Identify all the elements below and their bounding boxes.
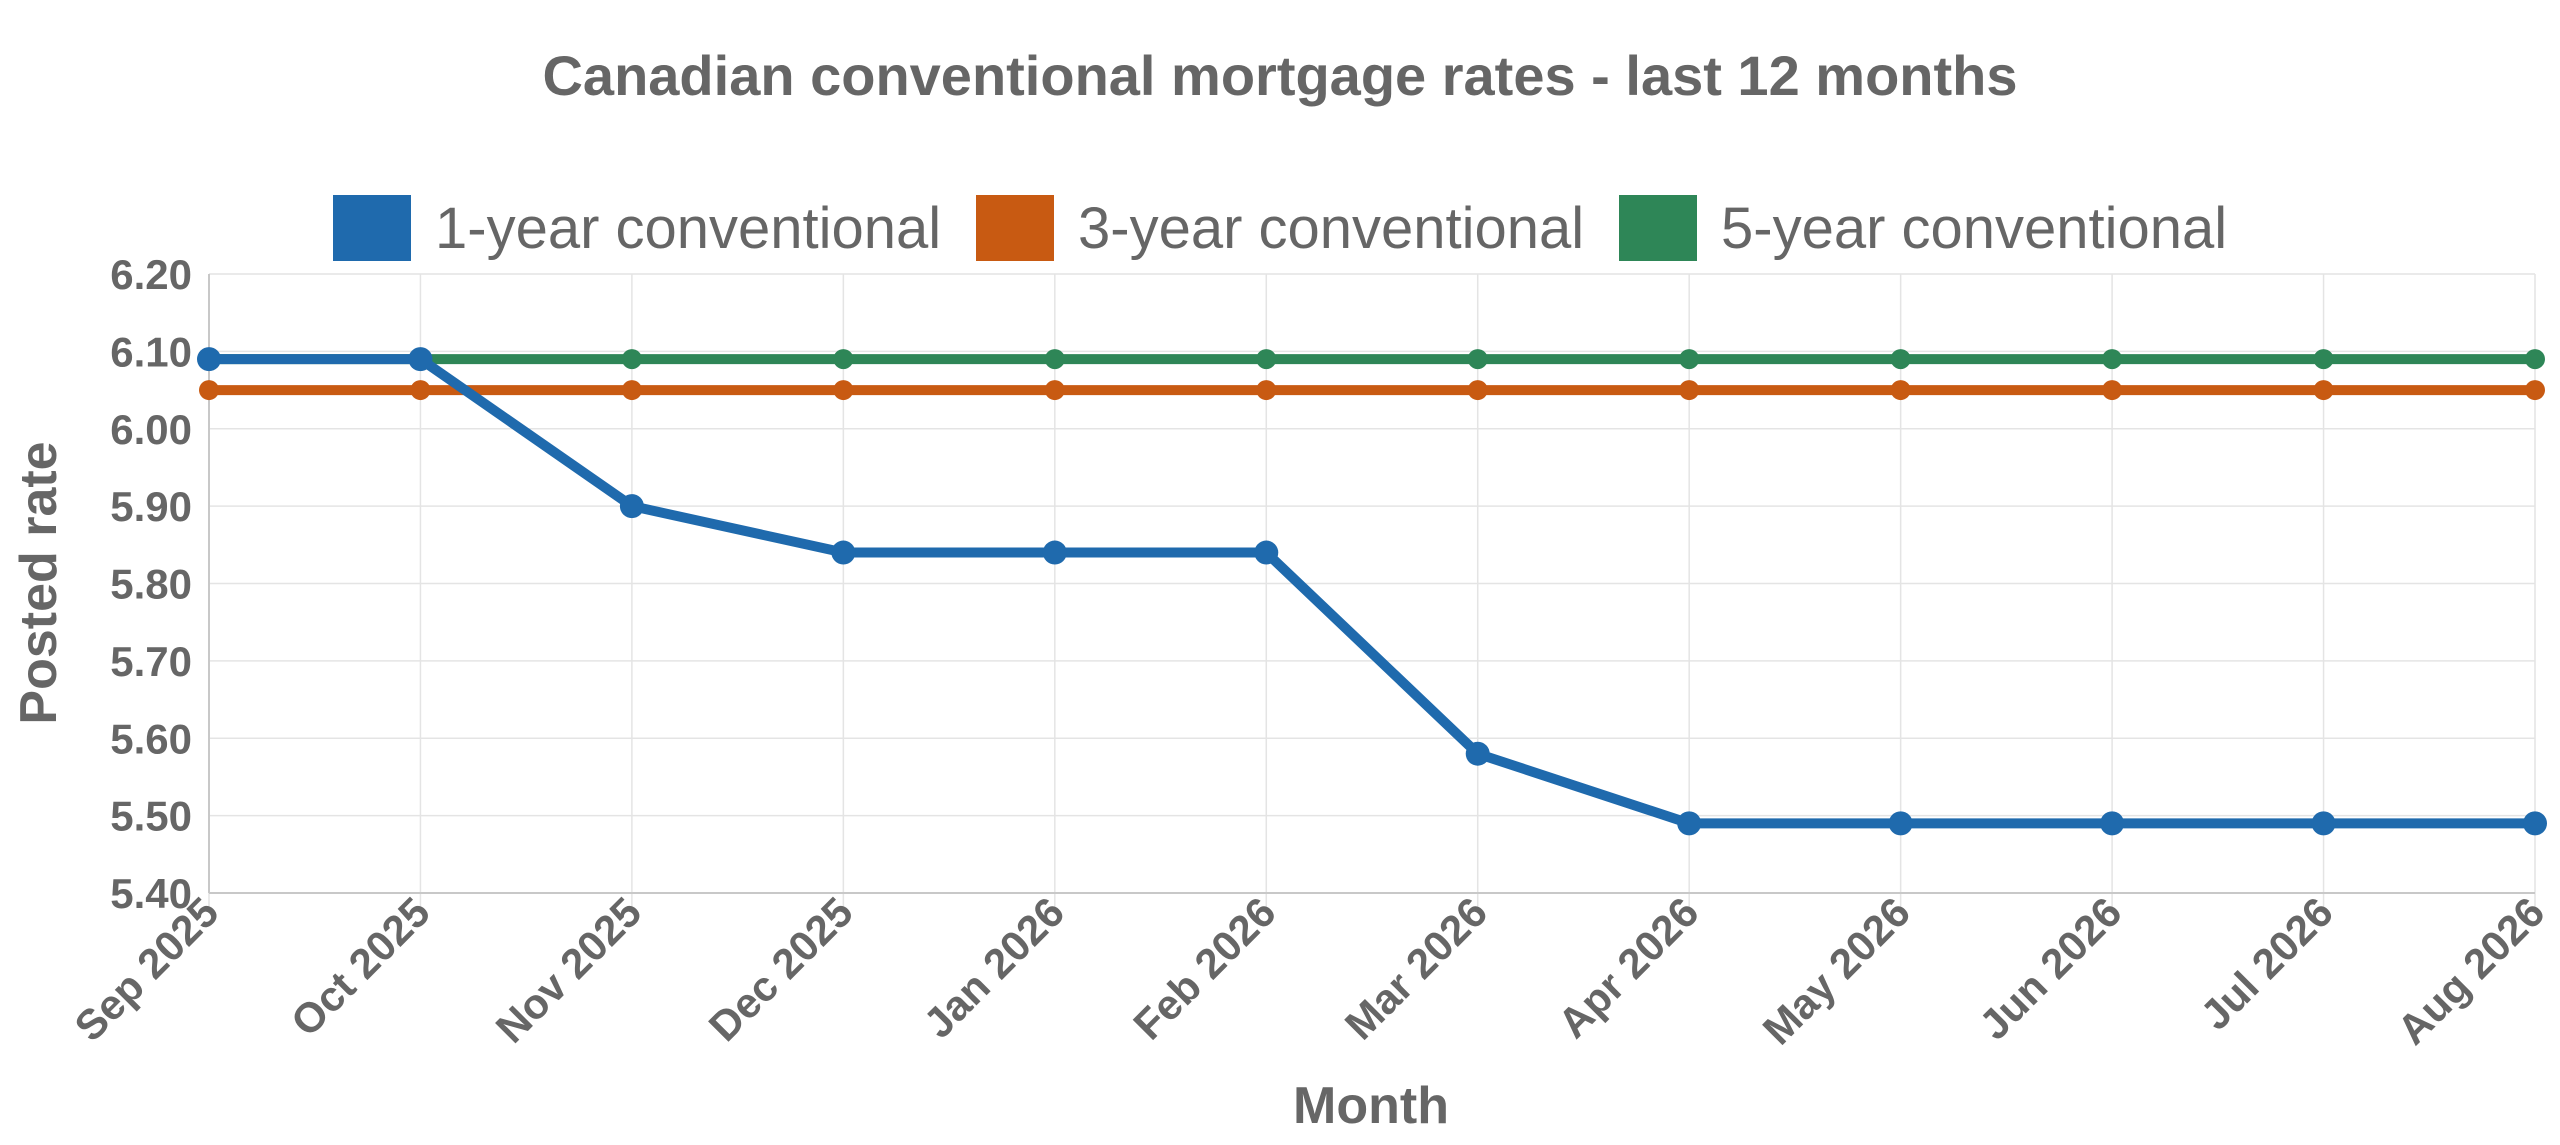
legend-label: 3-year conventional: [1078, 196, 1584, 261]
y-tick-label: 5.60: [110, 715, 192, 762]
x-tick-label: Feb 2026: [1124, 888, 1284, 1048]
legend-swatch: [976, 195, 1054, 261]
legend-swatch: [333, 195, 411, 261]
legend-label: 5-year conventional: [1721, 196, 2227, 261]
grid: [208, 273, 2536, 907]
data-point: [833, 380, 854, 401]
data-point: [621, 349, 642, 370]
x-tick-label: Oct 2025: [282, 888, 439, 1045]
data-point: [199, 380, 219, 401]
y-tick-label: 5.80: [110, 561, 192, 608]
x-tick-label: Mar 2026: [1336, 888, 1496, 1048]
x-tick-label: Jan 2026: [914, 888, 1073, 1047]
data-point: [833, 349, 854, 370]
data-point: [410, 380, 431, 401]
legend-swatch: [1619, 195, 1697, 261]
data-point: [2525, 349, 2545, 370]
data-point: [2102, 380, 2123, 401]
data-point: [1044, 380, 1065, 401]
data-point: [1679, 349, 1700, 370]
data-point: [1677, 811, 1702, 836]
legend-label: 1-year conventional: [435, 196, 941, 261]
data-point: [408, 347, 433, 372]
data-point: [2313, 380, 2334, 401]
x-tick-label: Jun 2026: [1970, 888, 2130, 1048]
y-axis-title: Posted rate: [10, 441, 68, 724]
data-point: [197, 347, 221, 372]
x-tick-label: Jul 2026: [2191, 888, 2341, 1038]
data-point: [2523, 811, 2547, 836]
y-tick-label: 6.10: [110, 328, 192, 375]
data-point: [1890, 380, 1911, 401]
chart-title: Canadian conventional mortgage rates - l…: [542, 44, 2017, 107]
plot-area: [197, 347, 2547, 836]
y-tick-label: 5.70: [110, 638, 192, 685]
x-tick-label: Apr 2026: [1549, 888, 1708, 1047]
data-point: [2311, 811, 2336, 836]
data-point: [1679, 380, 1700, 401]
x-axis-title: Month: [1293, 1077, 1449, 1135]
data-point: [2102, 349, 2123, 370]
y-tick-label: 6.20: [110, 251, 192, 298]
series-line-1: [204, 354, 2540, 829]
x-tick-label: Nov 2025: [487, 888, 651, 1052]
y-tick-label: 5.40: [110, 870, 192, 917]
data-point: [1465, 741, 1490, 766]
data-point: [619, 494, 644, 519]
y-tick-label: 6.00: [110, 406, 192, 453]
data-point: [1467, 380, 1488, 401]
x-tick-label: Dec 2025: [700, 888, 862, 1050]
data-point: [1256, 380, 1277, 401]
data-point: [1467, 349, 1488, 370]
data-point: [2525, 380, 2545, 401]
data-point: [1254, 540, 1279, 565]
data-point: [1256, 349, 1277, 370]
data-point: [2100, 811, 2125, 836]
data-point: [2313, 349, 2334, 370]
x-tick-label: May 2026: [1754, 888, 1919, 1053]
legend: 1-year conventional 3-year conventional 5-…: [333, 195, 2227, 261]
data-point: [1042, 540, 1067, 565]
data-point: [831, 540, 856, 565]
data-point: [1890, 349, 1911, 370]
x-tick-label: Aug 2026: [2388, 888, 2553, 1053]
y-tick-label: 5.50: [110, 793, 192, 840]
data-point: [1044, 349, 1065, 370]
data-point: [621, 380, 642, 401]
data-point: [1888, 811, 1913, 836]
y-tick-label: 5.90: [110, 483, 192, 530]
